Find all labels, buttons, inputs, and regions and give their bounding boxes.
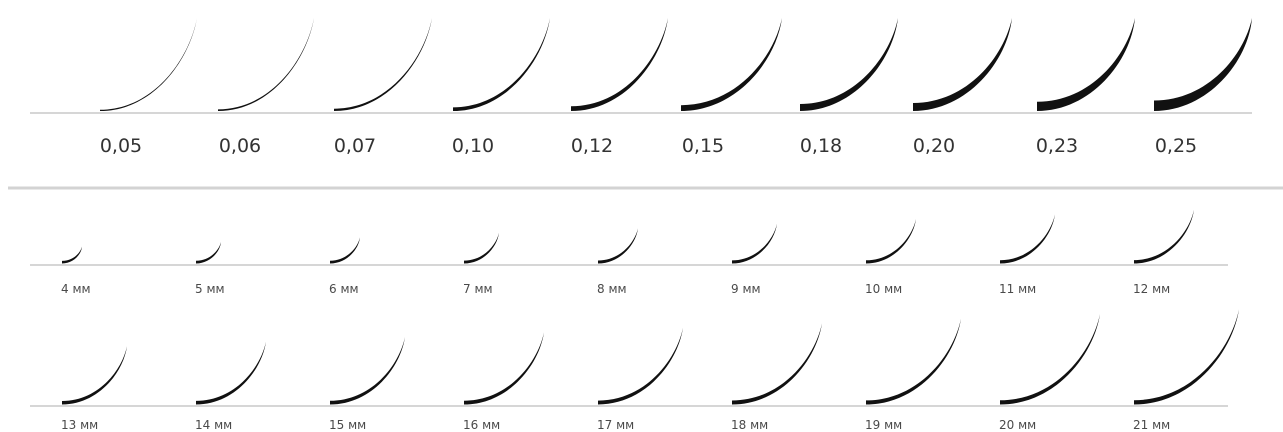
lash-thickness-0-10	[453, 18, 550, 111]
length-label: 10 мм	[865, 282, 902, 296]
length-label: 14 мм	[195, 418, 232, 432]
lash-thickness-0-07	[334, 18, 432, 111]
lash-thickness-0-05	[100, 18, 197, 111]
length-row-2: 13 мм 14 мм 15 мм 16 мм 17 мм 18 мм 19 мм 20 мм…	[30, 309, 1239, 432]
lash-length-10mm	[866, 219, 916, 264]
lash-length-8mm	[598, 228, 638, 264]
thickness-label: 0,23	[1036, 135, 1078, 157]
length-label: 4 мм	[61, 282, 91, 296]
length-label: 11 мм	[999, 282, 1036, 296]
length-label: 19 мм	[865, 418, 902, 432]
lash-length-5mm	[196, 242, 221, 264]
thickness-label: 0,25	[1155, 135, 1197, 157]
lash-length-4mm	[62, 246, 82, 264]
thickness-row: 0,05 0,06 0,07 0,10 0,12 0,15 0,18 0,20 0,23 0,25	[30, 18, 1252, 157]
lash-thickness-0-15	[681, 18, 782, 111]
lash-length-14mm	[196, 341, 266, 405]
length-label: 7 мм	[463, 282, 493, 296]
thickness-label: 0,06	[219, 135, 261, 157]
lash-length-11mm	[1000, 214, 1055, 264]
lash-thickness-0-25	[1154, 18, 1252, 111]
thickness-label: 0,12	[571, 135, 613, 157]
length-label: 13 мм	[61, 418, 98, 432]
thickness-label: 0,05	[100, 135, 142, 157]
thickness-label: 0,15	[682, 135, 724, 157]
thickness-label: 0,18	[800, 135, 842, 157]
lash-length-13mm	[62, 346, 127, 405]
lash-length-19mm	[866, 318, 961, 405]
thickness-label: 0,07	[334, 135, 376, 157]
length-label: 5 мм	[195, 282, 225, 296]
lash-thickness-0-20	[912, 18, 1012, 111]
length-label: 21 мм	[1133, 418, 1170, 432]
lash-thickness-0-23	[1037, 18, 1135, 111]
thickness-label: 0,10	[452, 135, 494, 157]
lash-thickness-0-06	[218, 18, 314, 111]
length-label: 12 мм	[1133, 282, 1170, 296]
lash-length-21mm	[1134, 309, 1239, 405]
lash-length-7mm	[464, 232, 499, 264]
lash-length-6mm	[330, 237, 360, 264]
lash-length-16mm	[464, 332, 544, 405]
length-label: 6 мм	[329, 282, 359, 296]
length-label: 9 мм	[731, 282, 761, 296]
lash-thickness-0-12	[571, 18, 668, 111]
lash-thickness-0-18	[800, 18, 898, 111]
length-label: 16 мм	[463, 418, 500, 432]
lash-length-12mm	[1134, 209, 1194, 264]
lash-length-9mm	[732, 223, 777, 264]
lash-length-20mm	[1000, 314, 1100, 405]
length-label: 8 мм	[597, 282, 627, 296]
thickness-label: 0,20	[913, 135, 955, 157]
length-label: 17 мм	[597, 418, 634, 432]
length-label: 15 мм	[329, 418, 366, 432]
lash-length-18mm	[732, 323, 822, 405]
length-label: 20 мм	[999, 418, 1036, 432]
lash-length-17mm	[598, 327, 683, 405]
length-row-1: 4 мм 5 мм 6 мм 7 мм 8 мм 9 мм 10 мм 11 мм 12 мм	[30, 209, 1228, 296]
lash-length-15mm	[330, 337, 405, 405]
length-label: 18 мм	[731, 418, 768, 432]
